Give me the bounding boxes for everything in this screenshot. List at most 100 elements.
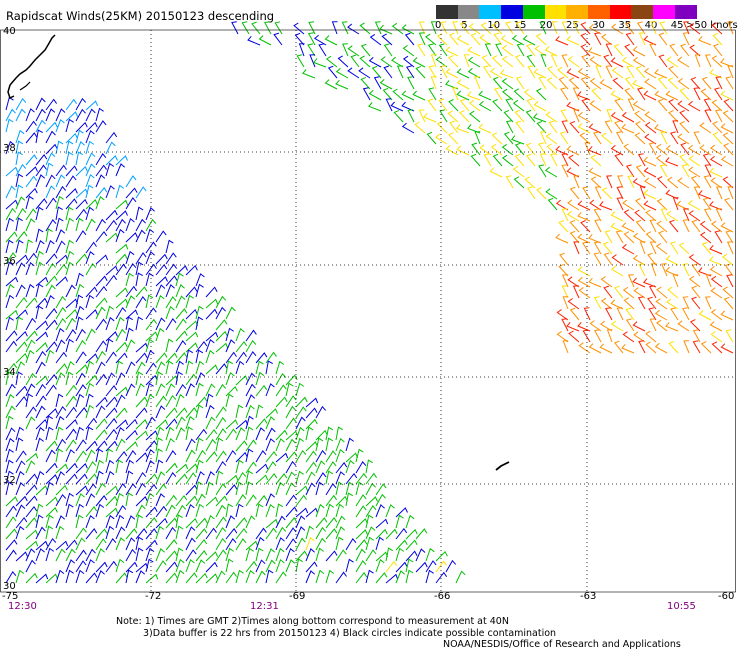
- wind-barb: [215, 470, 224, 485]
- wind-barb: [265, 461, 277, 474]
- wind-barb: [175, 514, 183, 529]
- wind-barb: [45, 384, 57, 397]
- wind-barb: [593, 208, 602, 222]
- wind-barb: [672, 197, 679, 211]
- wind-barb: [713, 87, 723, 101]
- wind-barb: [45, 319, 58, 331]
- wind-barb: [680, 43, 690, 57]
- wind-barb: [611, 254, 624, 266]
- wind-barb: [613, 285, 624, 299]
- wind-barb: [245, 339, 257, 353]
- wind-barb: [650, 21, 657, 35]
- wind-barb: [538, 76, 547, 90]
- wind-barb: [649, 43, 657, 57]
- wind-barb: [538, 164, 547, 178]
- wind-barb: [275, 571, 287, 584]
- wind-barb: [235, 451, 248, 463]
- wind-barb: [589, 320, 602, 332]
- wind-barb: [568, 154, 580, 167]
- wind-barb: [582, 329, 591, 343]
- wind-barb: [295, 515, 306, 529]
- wind-barb: [25, 330, 38, 342]
- wind-barb: [255, 371, 265, 386]
- wind-barb: [535, 88, 547, 101]
- wind-barb: [195, 404, 204, 419]
- wind-barb: [75, 198, 88, 210]
- wind-barb: [479, 144, 492, 156]
- wind-barb: [135, 361, 146, 375]
- wind-barb: [5, 252, 17, 265]
- wind-barb: [75, 339, 87, 353]
- wind-barb: [35, 383, 47, 397]
- wind-barb: [309, 54, 316, 68]
- wind-barb: [135, 528, 148, 540]
- wind-barb: [195, 283, 204, 298]
- wind-barb: [215, 319, 228, 331]
- wind-barb: [15, 551, 29, 562]
- wind-barb: [85, 559, 95, 573]
- wind-barb: [285, 374, 298, 386]
- wind-barb: [594, 32, 602, 46]
- wind-barb: [15, 108, 26, 122]
- wind-barb: [145, 430, 158, 441]
- wind-barb: [235, 427, 246, 441]
- wind-barb: [723, 98, 734, 112]
- wind-barb: [503, 109, 514, 123]
- wind-barb: [75, 372, 86, 386]
- wind-barb: [391, 56, 404, 68]
- wind-barb: [275, 452, 289, 463]
- scale-tick-label: 20: [539, 20, 553, 31]
- wind-barb: [455, 124, 470, 134]
- wind-barb: [95, 230, 108, 243]
- wind-barb: [15, 330, 28, 342]
- wind-barb: [491, 55, 503, 68]
- wind-barb: [65, 118, 74, 133]
- wind-barb: [566, 145, 580, 156]
- wind-barb: [65, 98, 78, 111]
- wind-barb: [643, 156, 657, 167]
- lon-label-69: -69: [289, 591, 306, 602]
- wind-barb: [95, 561, 108, 573]
- wind-barb: [557, 66, 569, 79]
- wind-barb: [633, 287, 646, 299]
- wind-barb: [75, 450, 87, 463]
- wind-barb: [452, 21, 459, 35]
- wind-barb: [265, 408, 278, 419]
- wind-barb: [85, 262, 97, 276]
- wind-barb: [622, 286, 635, 299]
- wind-barb: [155, 493, 166, 507]
- wind-barb: [704, 109, 712, 123]
- wind-barb: [35, 261, 44, 276]
- wind-barb: [703, 175, 712, 189]
- wind-barb: [375, 518, 389, 529]
- wind-barb: [55, 185, 67, 199]
- lat-label-38: 38: [3, 143, 16, 154]
- wind-barb: [677, 100, 690, 112]
- wind-barb: [75, 141, 85, 155]
- wind-barb: [561, 208, 569, 222]
- wind-barb: [417, 43, 426, 57]
- wind-barb: [534, 45, 547, 57]
- wind-barb: [245, 448, 254, 463]
- wind-barb: [155, 560, 167, 573]
- wind-barb: [235, 569, 244, 584]
- wind-barb: [677, 177, 690, 189]
- wind-barb: [656, 198, 668, 211]
- wind-barb: [205, 393, 214, 408]
- wind-barb: [588, 234, 602, 244]
- wind-barb: [589, 199, 602, 211]
- wind-barb: [145, 207, 155, 221]
- wind-barb: [235, 440, 248, 452]
- wind-barb: [35, 405, 46, 419]
- wind-barb: [581, 54, 591, 68]
- wind-barb: [265, 518, 279, 529]
- wind-barb: [25, 239, 33, 254]
- wind-barb: [679, 87, 690, 101]
- wind-barb: [225, 385, 238, 397]
- wind-barb: [75, 393, 85, 408]
- wind-barb: [65, 239, 74, 254]
- wind-barb: [656, 176, 668, 189]
- wind-barb: [275, 473, 288, 485]
- wind-barb: [205, 404, 215, 419]
- wind-barb: [255, 404, 264, 419]
